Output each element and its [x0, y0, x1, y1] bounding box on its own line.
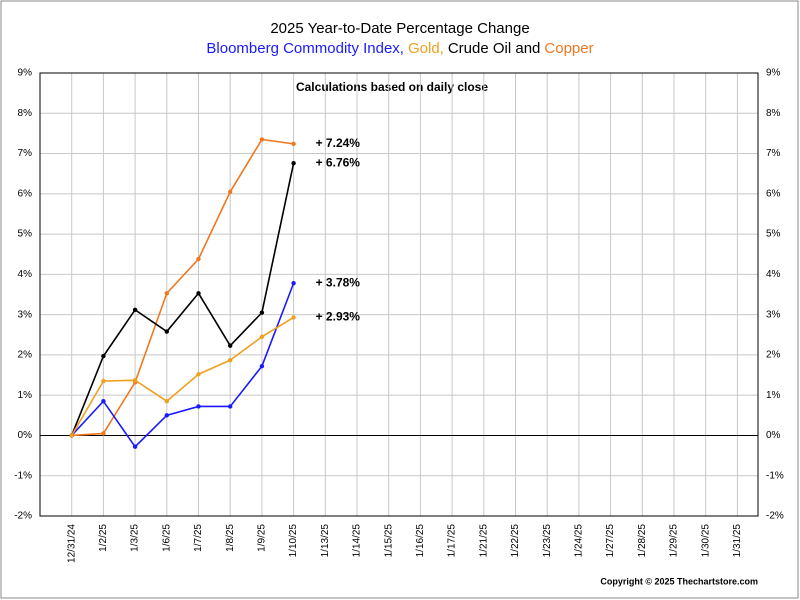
point	[259, 334, 265, 339]
y-tick-label: 8%	[18, 108, 33, 119]
y-tick-label: -2%	[14, 511, 32, 522]
point	[228, 404, 233, 409]
x-tick-label: 1/15/25	[383, 524, 394, 558]
value-label: + 7.24%	[316, 136, 361, 150]
x-tick-label: 1/27/25	[605, 524, 616, 558]
x-tick-label: 1/7/25	[193, 524, 204, 552]
y2-tick-label: 5%	[766, 229, 781, 240]
y2-tick-label: 1%	[766, 390, 781, 401]
y-tick-label: 3%	[18, 309, 33, 320]
y2-tick-label: 3%	[766, 309, 781, 320]
chart-subtitle: Bloomberg Commodity Index, Gold, Crude Oil…	[206, 40, 593, 57]
point	[69, 433, 74, 438]
y2-tick-label: -2%	[766, 511, 784, 522]
x-tick-label: 1/29/25	[669, 524, 680, 558]
x-tick-label: 12/31/24	[66, 524, 77, 563]
x-tick-label: 1/2/25	[98, 524, 109, 552]
y2-tick-label: 6%	[766, 188, 781, 199]
point	[132, 307, 138, 313]
y-tick-label: -1%	[14, 470, 32, 481]
value-label: + 3.78%	[316, 275, 361, 289]
plot-frame	[39, 72, 759, 517]
subtitle-part: Gold,	[408, 40, 444, 57]
subtitle-part: Crude Oil and	[448, 40, 541, 57]
point	[164, 329, 169, 334]
point	[228, 189, 233, 195]
y2-tick-label: -1%	[766, 470, 784, 481]
y-tick-label: 6%	[18, 188, 33, 199]
x-tick-label: 1/8/25	[225, 524, 236, 552]
point	[259, 363, 265, 369]
point	[259, 310, 265, 315]
x-tick-label: 1/30/25	[700, 524, 711, 558]
series-line	[70, 163, 295, 436]
copyright: Copyright © 2025 Thechartstore.com	[600, 576, 758, 586]
x-tick-label: 1/16/25	[415, 524, 426, 558]
point	[101, 378, 106, 384]
point	[164, 291, 169, 296]
y2-tick-label: 4%	[766, 269, 781, 280]
point	[101, 353, 106, 359]
point	[228, 343, 233, 348]
point	[291, 315, 296, 320]
point	[196, 291, 201, 296]
series-line	[71, 282, 295, 448]
y-tick-label: 7%	[18, 148, 33, 159]
y2-tick-label: 2%	[766, 350, 781, 361]
x-tick-label: 1/9/25	[257, 524, 268, 552]
x-tick-label: 1/22/25	[510, 524, 521, 558]
y-tick-label: 9%	[18, 68, 33, 79]
x-tick-label: 1/10/25	[288, 524, 299, 558]
x-tick-label: 1/28/25	[637, 524, 648, 558]
y-tick-label: 4%	[18, 269, 33, 280]
x-tick-label: 1/31/25	[732, 524, 743, 558]
y-tick-label: 0%	[18, 430, 33, 441]
point	[196, 372, 201, 377]
x-tick-label: 1/14/25	[352, 524, 363, 558]
y2-tick-label: 9%	[766, 68, 781, 79]
subtitle-part: Bloomberg Commodity Index,	[206, 40, 404, 57]
point	[164, 399, 169, 404]
point	[132, 378, 138, 383]
point	[196, 404, 201, 409]
point	[259, 137, 265, 142]
x-tick-label: 1/24/25	[574, 524, 585, 558]
chart-title: 2025 Year-to-Date Percentage Change	[270, 20, 529, 37]
point	[291, 161, 296, 166]
x-tick-label: 1/3/25	[130, 524, 141, 552]
y-tick-label: 5%	[18, 229, 33, 240]
subtitle-part: Copper	[544, 40, 593, 57]
point	[196, 256, 201, 262]
point	[291, 281, 296, 286]
point	[164, 413, 169, 418]
point	[228, 357, 233, 363]
y2-tick-label: 0%	[766, 430, 781, 441]
x-tick-label: 1/23/25	[542, 524, 553, 558]
series-line	[71, 138, 294, 437]
point	[132, 444, 138, 449]
point	[101, 399, 106, 404]
value-label: + 2.93%	[316, 310, 361, 324]
point	[101, 431, 106, 436]
annotation: Calculations based on daily close	[296, 80, 488, 94]
series-line	[71, 316, 295, 436]
x-tick-label: 1/17/25	[447, 524, 458, 558]
point	[291, 141, 296, 147]
y-tick-label: 1%	[18, 390, 33, 401]
y2-tick-label: 7%	[766, 148, 781, 159]
x-tick-label: 1/21/25	[478, 524, 489, 558]
y2-tick-label: 8%	[766, 108, 781, 119]
y-tick-label: 2%	[18, 350, 33, 361]
x-tick-label: 1/13/25	[320, 524, 331, 558]
value-label: + 6.76%	[316, 155, 361, 169]
x-tick-label: 1/6/25	[161, 524, 172, 552]
